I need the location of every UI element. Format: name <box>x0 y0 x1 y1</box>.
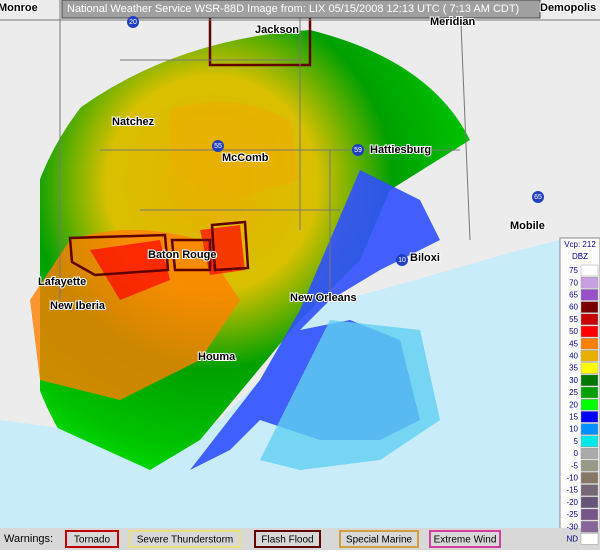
legend-level: -30 <box>566 522 578 531</box>
city-label: Hattiesburg <box>370 144 431 156</box>
legend-level: 55 <box>569 315 578 324</box>
legend-swatch <box>580 496 599 509</box>
city-label: Jackson <box>255 24 299 36</box>
warning-name: Special Marine <box>346 535 413 546</box>
warning-box <box>129 530 241 548</box>
legend-level: 70 <box>569 278 578 287</box>
legend-level: 30 <box>569 376 578 385</box>
legend-swatch <box>580 508 599 521</box>
legend-level: 20 <box>569 400 578 409</box>
city-label: Demopolis <box>540 2 596 14</box>
header-title: National Weather Service WSR-88D Image f… <box>67 3 519 15</box>
legend-level: 75 <box>569 266 578 275</box>
legend-level: 5 <box>574 437 579 446</box>
highway-number: 10 <box>398 257 406 264</box>
legend-swatch <box>580 289 599 301</box>
city-label: McComb <box>222 152 269 164</box>
legend-level: 0 <box>574 449 579 458</box>
city-label: New Orleans <box>290 292 357 304</box>
legend-unit: DBZ <box>572 252 588 261</box>
highway-shield <box>532 191 544 203</box>
warning-box <box>339 530 419 548</box>
warnings-label: Warnings: <box>4 533 53 545</box>
highway-shield <box>212 140 224 152</box>
legend-level: 45 <box>569 339 578 348</box>
legend-level: 60 <box>569 303 578 312</box>
legend-swatch <box>580 411 599 423</box>
legend-swatch <box>580 337 599 350</box>
legend-swatch <box>580 313 599 326</box>
city-label: Lafayette <box>38 276 86 288</box>
highway-number: 59 <box>354 147 362 154</box>
legend-swatch <box>580 362 599 374</box>
legend-level: ND <box>566 535 578 544</box>
legend-level: 50 <box>569 327 578 336</box>
legend-level: 25 <box>569 388 578 397</box>
legend-swatch <box>580 447 599 460</box>
legend-level: -15 <box>566 486 578 495</box>
city-label: New Iberia <box>50 300 106 312</box>
legend-swatch <box>580 533 599 545</box>
warning-box <box>65 530 119 548</box>
legend-swatch <box>580 276 599 289</box>
legend-level: 40 <box>569 352 578 361</box>
highway-shield <box>396 254 408 266</box>
legend-swatch <box>580 459 599 472</box>
legend-swatch <box>580 350 599 362</box>
highway-shield <box>352 144 364 156</box>
radar-echoes <box>30 30 470 470</box>
legend-level: -20 <box>566 498 578 507</box>
boundaries <box>0 0 600 300</box>
warning-name: Extreme Wind <box>434 535 497 546</box>
city-label: Meridian <box>430 16 476 28</box>
city-label: Monroe <box>0 2 38 14</box>
highway-number: 55 <box>214 143 222 150</box>
legend-swatch <box>580 325 599 338</box>
city-label: Houma <box>198 351 236 363</box>
warning-name: Flash Flood <box>261 535 313 546</box>
city-label: Natchez <box>112 116 155 128</box>
legend-level: -25 <box>566 510 578 519</box>
legend-level: -10 <box>566 474 578 483</box>
legend-swatch <box>580 472 599 484</box>
city-label: Mobile <box>510 220 545 232</box>
legend-level: 15 <box>569 413 578 422</box>
header-bar <box>61 0 541 19</box>
warning-name: Tornado <box>74 535 111 546</box>
highway-shield <box>127 16 139 28</box>
city-label: Baton Rouge <box>148 249 216 261</box>
legend-swatch <box>580 264 599 277</box>
legend-level: 10 <box>569 425 578 434</box>
legend-swatch <box>580 301 599 313</box>
legend-swatch <box>580 520 599 533</box>
legend-swatch <box>580 386 599 399</box>
legend-swatch <box>580 423 599 435</box>
legend-level: 65 <box>569 291 578 300</box>
legend-swatch <box>580 398 599 411</box>
legend-swatch <box>580 435 599 448</box>
warning-box <box>429 530 501 548</box>
legend-swatch <box>580 484 599 496</box>
warning-name: Severe Thunderstorm <box>137 535 234 546</box>
legend-level: 35 <box>569 364 578 373</box>
warning-box <box>254 530 321 548</box>
city-label: Biloxi <box>410 252 440 264</box>
legend-level: -5 <box>571 461 579 470</box>
legend-swatch <box>580 374 599 387</box>
highway-number: 20 <box>129 19 137 26</box>
highway-number: 65 <box>534 194 542 201</box>
legend-title: Vcp: 212 <box>564 240 596 249</box>
